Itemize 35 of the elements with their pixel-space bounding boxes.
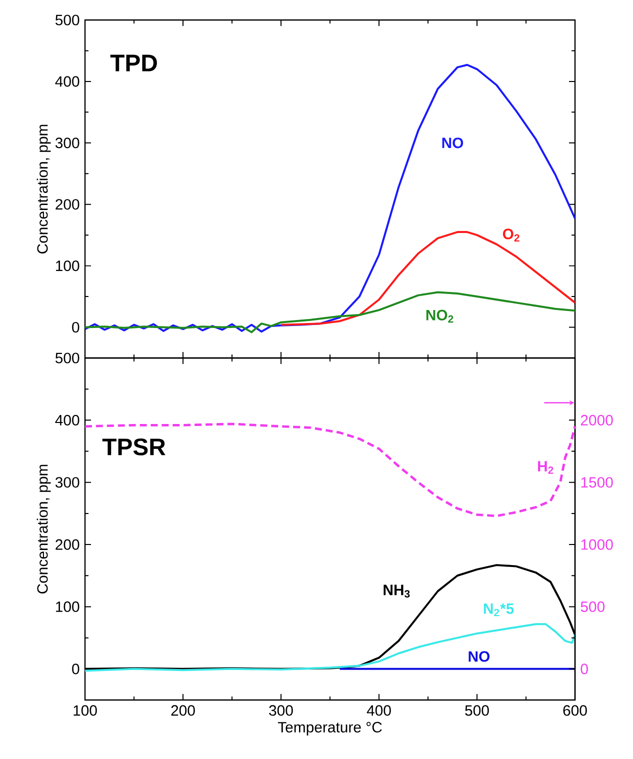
y-tick-label: 300: [55, 138, 80, 148]
y-tick-label: 100: [56, 260, 80, 272]
x-axis-title: Temperature °C: [278, 722, 382, 736]
y2-tick-label: 1000: [581, 539, 613, 550]
y-tick-label: 100: [56, 601, 80, 612]
y2-tick-label: 2000: [580, 414, 613, 426]
y-tick-label: 0: [72, 322, 80, 333]
series-label: NO: [442, 138, 464, 148]
series-label: O$_{2}$: [502, 228, 520, 242]
x-tick-label: 300: [269, 705, 293, 716]
y-tick-label: 300: [55, 477, 80, 488]
series-label: NO$_{2}$: [426, 310, 454, 323]
y-tick-label: 0: [72, 664, 80, 674]
y2-tick-label: 1500: [581, 477, 613, 488]
x-tick-label: 200: [171, 705, 195, 716]
y-axis-title: Concentration, ppm: [36, 464, 51, 594]
y-tick-label: 500: [55, 14, 80, 26]
series-label: NO: [468, 651, 490, 662]
y-tick-label: 400: [55, 76, 80, 87]
text: TPD: [110, 54, 157, 72]
y-axis-title: Concentration, ppm: [36, 124, 51, 254]
y-tick-label: 200: [56, 199, 80, 210]
y-tick-label: 200: [56, 539, 80, 550]
line-series: [84, 422, 576, 518]
y-tick-label: 500: [55, 352, 80, 364]
text: TPSR: [102, 438, 166, 456]
series-label: H$_{2}$: [538, 461, 554, 474]
series-label: N$_{2}$*5: [484, 604, 514, 616]
y-tick-label: 400: [55, 414, 80, 426]
series-label: NH$_{3}$: [384, 584, 410, 598]
x-tick-label: 600: [563, 705, 587, 716]
x-tick-label: 500: [465, 705, 489, 716]
y2-tick-label: 500: [580, 601, 605, 612]
y2-tick-label: 0: [580, 664, 588, 674]
x-tick-label: 400: [366, 705, 391, 716]
